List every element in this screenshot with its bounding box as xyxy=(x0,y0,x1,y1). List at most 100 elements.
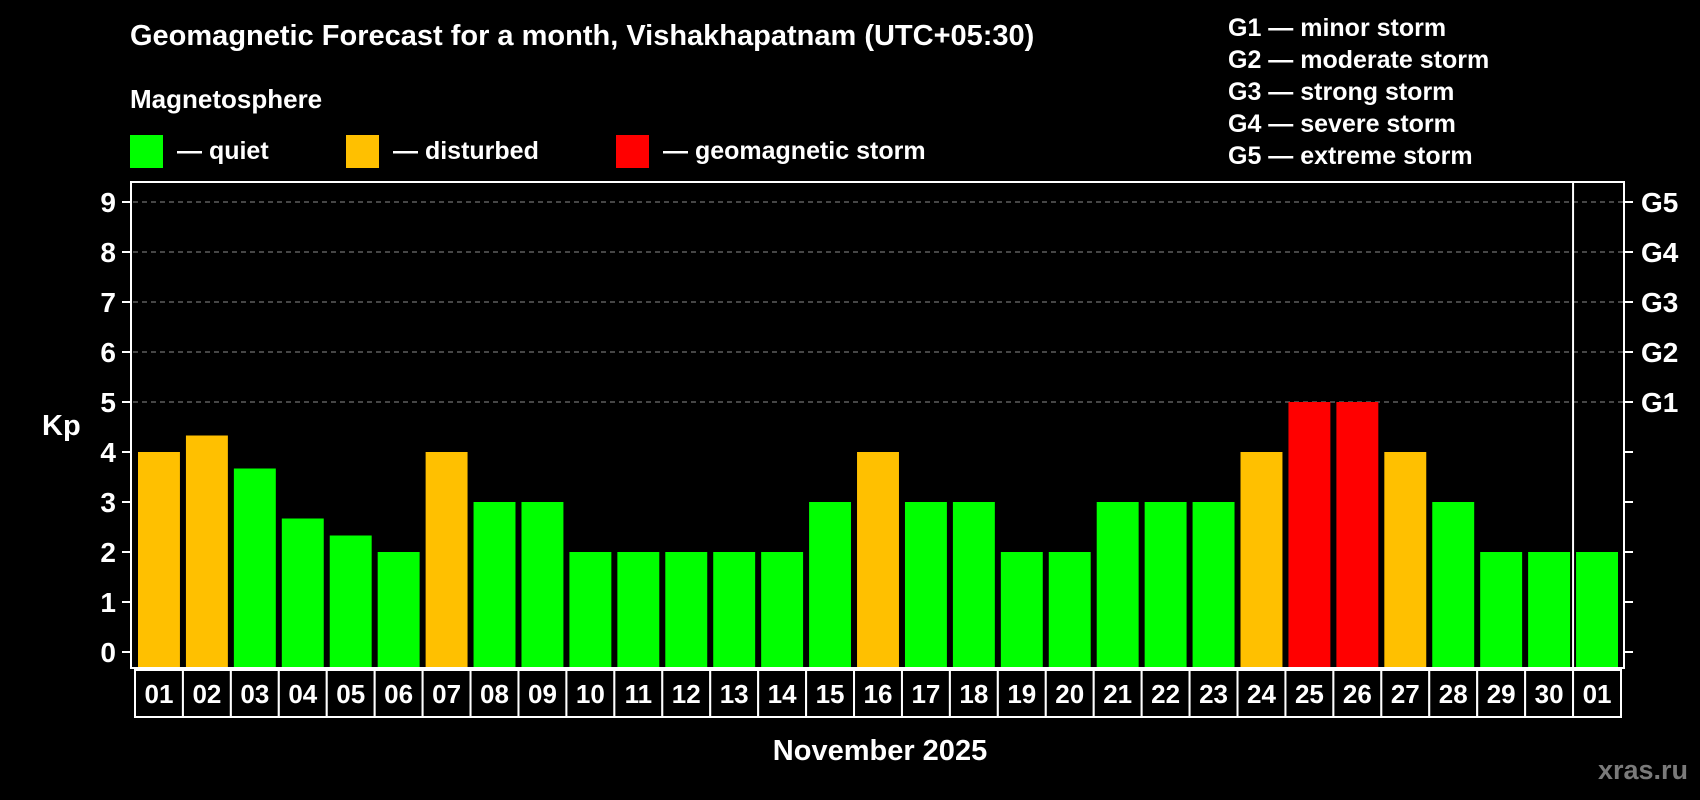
g-scale-label: G5 xyxy=(1641,187,1678,218)
kp-bar xyxy=(521,502,564,667)
day-label: 30 xyxy=(1535,679,1564,709)
day-label: 05 xyxy=(336,679,365,709)
kp-bar xyxy=(857,452,899,667)
y-tick-label: 1 xyxy=(100,587,116,618)
kp-bar xyxy=(425,452,468,667)
day-label: 09 xyxy=(528,679,557,709)
day-label: 27 xyxy=(1391,679,1420,709)
storm-scale-g4: G4 — severe storm xyxy=(1228,110,1456,138)
g-scale-label: G1 xyxy=(1641,387,1678,418)
storm-scale-legend: G1 — minor storm G2 — moderate storm G3 … xyxy=(1228,12,1489,172)
legend-item: — disturbed xyxy=(346,134,539,168)
day-label: 04 xyxy=(288,679,317,709)
legend-swatch xyxy=(616,134,649,168)
day-label: 07 xyxy=(432,679,461,709)
kp-bar xyxy=(761,552,804,667)
day-label: 06 xyxy=(384,679,413,709)
storm-scale-g2: G2 — moderate storm xyxy=(1228,46,1490,74)
day-label: 20 xyxy=(1055,679,1084,709)
day-label: 14 xyxy=(768,679,797,709)
day-label: 10 xyxy=(576,679,605,709)
kp-bar xyxy=(185,435,228,667)
day-label: 22 xyxy=(1151,679,1180,709)
kp-bar xyxy=(665,552,708,667)
y-tick-label: 7 xyxy=(100,287,116,318)
day-label-box xyxy=(517,669,568,718)
day-label-box xyxy=(948,669,999,718)
y-tick-label: 2 xyxy=(100,537,116,568)
day-label-box xyxy=(421,669,472,718)
day-label: 19 xyxy=(1007,679,1036,709)
y-tick-label: 4 xyxy=(100,437,116,468)
day-label: 02 xyxy=(192,679,221,709)
day-label-box xyxy=(1332,669,1383,718)
legend-label: — quiet xyxy=(177,136,269,165)
chart-subtitle: Magnetosphere xyxy=(130,84,323,114)
day-label-box xyxy=(229,669,280,718)
kp-bar xyxy=(569,552,612,667)
day-label: 11 xyxy=(625,679,653,709)
day-label-box xyxy=(1428,669,1479,718)
kp-bar xyxy=(952,502,995,667)
y-tick-label: 3 xyxy=(100,487,116,518)
chart-title: Geomagnetic Forecast for a month, Vishak… xyxy=(130,20,1035,52)
g-scale-label: G4 xyxy=(1641,237,1679,268)
day-label-box xyxy=(134,669,184,718)
kp-bar xyxy=(713,552,756,667)
kp-bar xyxy=(617,552,660,667)
legend-item: — geomagnetic storm xyxy=(616,134,926,168)
day-label-box xyxy=(757,669,808,718)
kp-bar xyxy=(1480,552,1523,667)
legend-label: — disturbed xyxy=(393,136,539,165)
x-axis-label: November 2025 xyxy=(772,735,988,767)
day-label-box xyxy=(1044,669,1095,718)
y-tick-label: 8 xyxy=(100,237,116,268)
day-label-box xyxy=(181,669,232,718)
day-label-box xyxy=(996,669,1047,718)
kp-bar xyxy=(1192,502,1235,667)
watermark: xras.ru xyxy=(1597,755,1688,785)
legend-label: — geomagnetic storm xyxy=(663,136,926,165)
kp-bar xyxy=(904,502,947,667)
kp-bar xyxy=(138,452,180,667)
g-scale-label: G2 xyxy=(1641,337,1678,368)
day-label: 23 xyxy=(1199,679,1228,709)
legend-swatch xyxy=(130,134,163,168)
day-label-box xyxy=(1524,669,1575,718)
kp-bar xyxy=(1048,552,1091,667)
storm-scale-g5: G5 — extreme storm xyxy=(1228,142,1473,170)
day-label: 29 xyxy=(1487,679,1516,709)
kp-bar xyxy=(1576,552,1618,667)
kp-bar xyxy=(281,518,324,667)
day-label-box xyxy=(565,669,616,718)
day-label: 01 xyxy=(1583,679,1612,709)
storm-scale-g1: G1 — minor storm xyxy=(1228,14,1447,42)
y-tick-label: 9 xyxy=(100,187,116,218)
legend-swatch xyxy=(346,134,379,168)
kp-bar xyxy=(1000,552,1043,667)
kp-bar xyxy=(473,502,516,667)
kp-bar xyxy=(1144,502,1187,667)
day-label-box xyxy=(805,669,856,718)
plot-frame xyxy=(130,181,1625,669)
day-label-box xyxy=(1284,669,1335,718)
kp-bar xyxy=(1240,452,1283,667)
day-label: 16 xyxy=(864,679,893,709)
kp-bar xyxy=(1288,402,1331,667)
day-label: 08 xyxy=(480,679,509,709)
kp-bar xyxy=(1336,402,1379,667)
kp-bar xyxy=(1096,502,1139,667)
day-label-box xyxy=(613,669,664,718)
day-label-box xyxy=(1380,669,1431,718)
day-label-box xyxy=(1236,669,1287,718)
day-label: 17 xyxy=(911,679,940,709)
day-label-box xyxy=(1476,669,1527,718)
day-label: 03 xyxy=(240,679,269,709)
day-label-box xyxy=(325,669,376,718)
day-label: 28 xyxy=(1439,679,1468,709)
storm-scale-g3: G3 — strong storm xyxy=(1228,78,1455,106)
y-axis-label: Kp xyxy=(42,410,81,442)
day-label-box xyxy=(1188,669,1239,718)
day-label: 13 xyxy=(720,679,749,709)
